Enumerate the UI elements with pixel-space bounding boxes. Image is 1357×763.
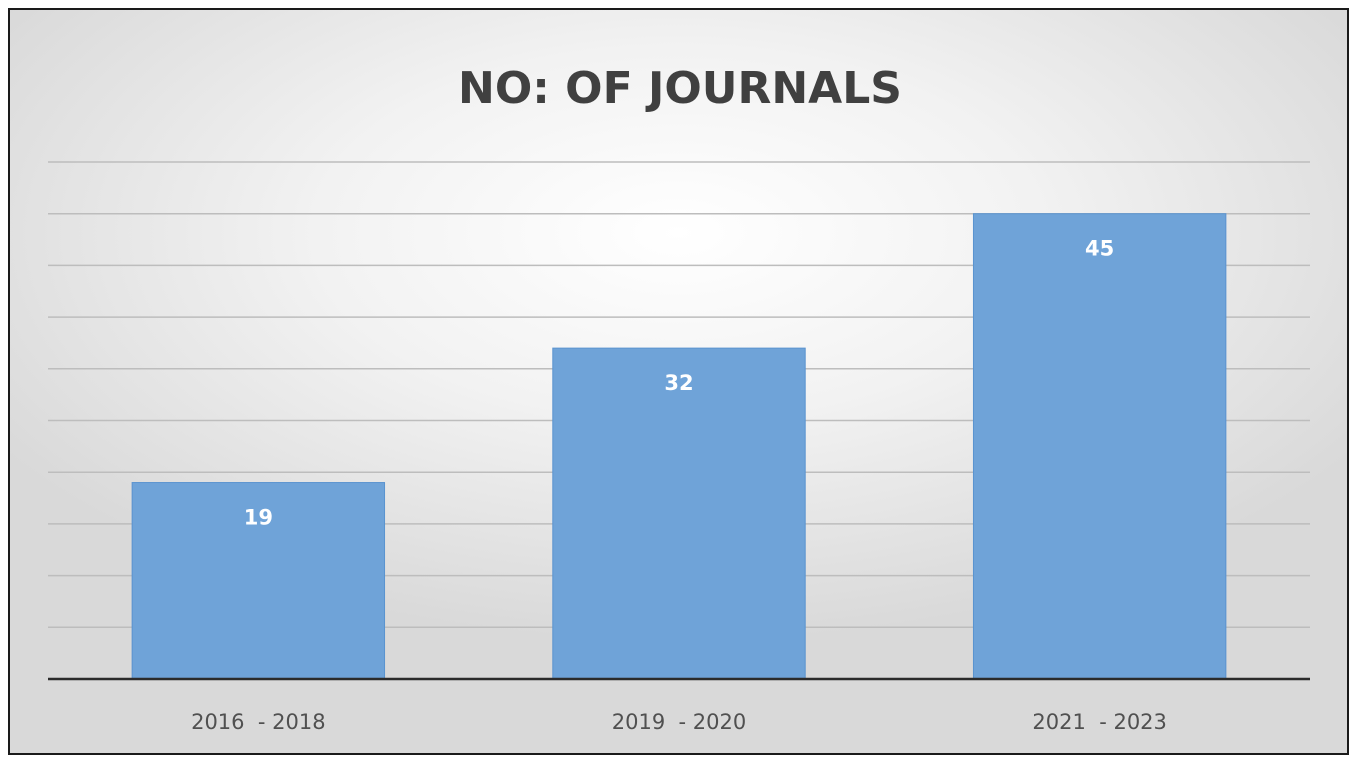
bar-value-label: 19 [244, 506, 273, 530]
bar [131, 482, 386, 680]
category-label: 2021 - 2023 [1032, 710, 1167, 734]
bar [552, 347, 806, 680]
bars [131, 213, 1227, 680]
bar-value-label: 32 [664, 371, 693, 395]
chart-title: NO: OF JOURNALS [458, 63, 902, 114]
category-labels: 2016 - 2018 2019 - 2020 2021 - 2023 [191, 710, 1167, 734]
bar [972, 213, 1227, 680]
category-label: 2016 - 2018 [191, 710, 326, 734]
data-labels: 19 32 45 [244, 237, 1115, 530]
category-label: 2019 - 2020 [612, 710, 747, 734]
bar-value-label: 45 [1085, 237, 1114, 261]
